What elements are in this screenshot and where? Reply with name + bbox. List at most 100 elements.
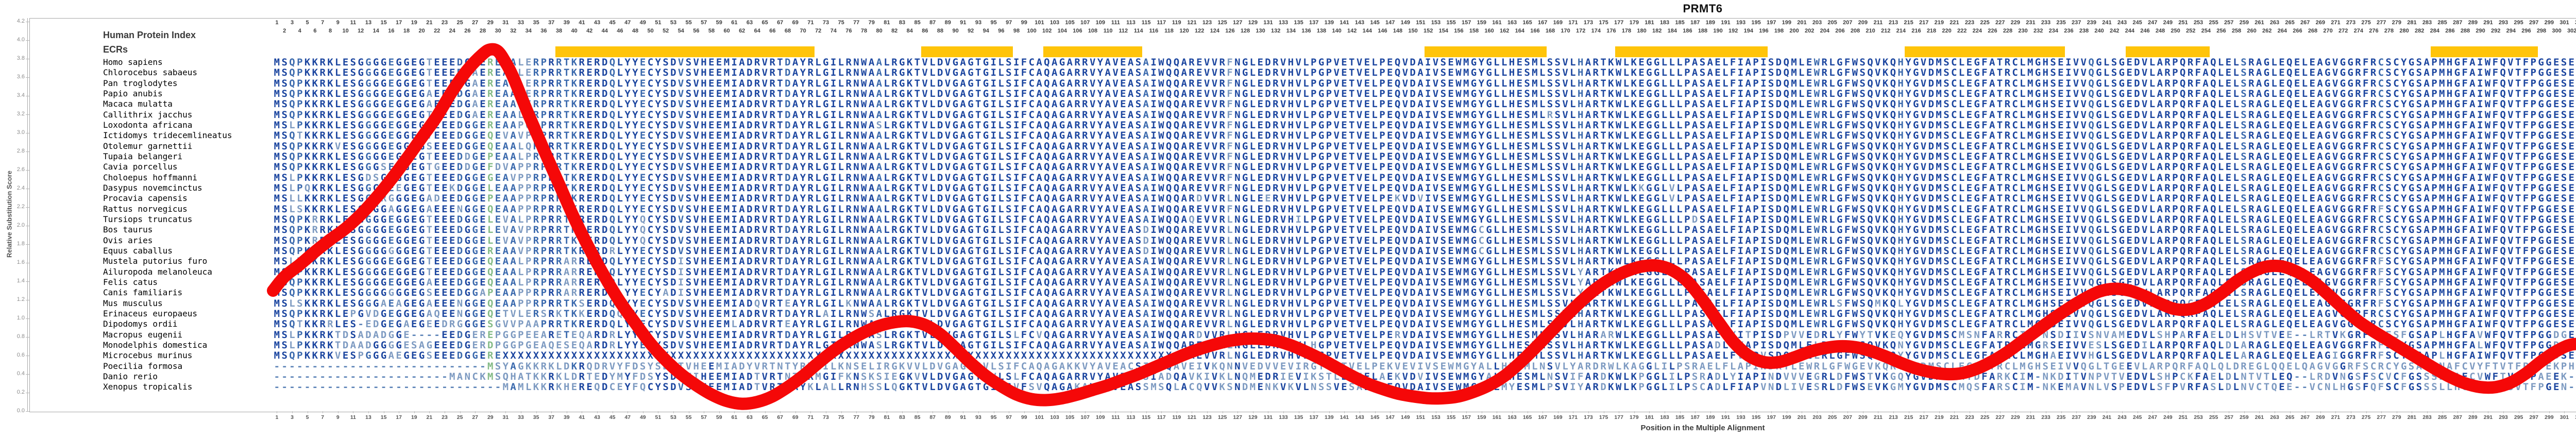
top-tick-label: 104 bbox=[1057, 28, 1067, 34]
top-tick-label: 257 bbox=[2224, 20, 2234, 26]
top-tick-label: 268 bbox=[2308, 28, 2318, 34]
bottom-tick-label: 99 bbox=[1021, 414, 1027, 420]
top-tick-label: 238 bbox=[2079, 28, 2089, 34]
bottom-tick-mark bbox=[2305, 411, 2306, 413]
top-tick-label: 43 bbox=[594, 20, 601, 26]
bottom-tick-mark bbox=[2564, 411, 2565, 413]
top-tick-label: 77 bbox=[853, 20, 860, 26]
bottom-tick-mark bbox=[2381, 411, 2382, 413]
top-tick-label: 203 bbox=[1812, 20, 1822, 26]
top-tick-label: 204 bbox=[1820, 28, 1829, 34]
top-tick-label: 48 bbox=[632, 28, 639, 34]
bottom-tick-label: 303 bbox=[2572, 414, 2576, 420]
species-name: Macropus eugenii bbox=[103, 329, 183, 340]
species-name: Otolemur garnettii bbox=[103, 141, 193, 151]
top-tick-label: 144 bbox=[1362, 28, 1372, 34]
top-tick-label: 198 bbox=[1774, 28, 1784, 34]
top-tick-label: 45 bbox=[609, 20, 616, 26]
y-tick-label: 4.0 bbox=[16, 37, 25, 43]
bottom-tick-label: 175 bbox=[1599, 414, 1608, 420]
top-tick-label: 41 bbox=[579, 20, 585, 26]
bottom-tick-label: 89 bbox=[944, 414, 951, 420]
top-tick-label: 298 bbox=[2536, 28, 2547, 34]
top-tick-label: 133 bbox=[1278, 20, 1289, 26]
y-tick-label: 2.8 bbox=[16, 148, 25, 154]
species-name: Pan troglodytes bbox=[103, 78, 178, 88]
bottom-tick-label: 97 bbox=[1006, 414, 1012, 420]
top-tick-label: 70 bbox=[800, 28, 806, 34]
top-tick-label: 139 bbox=[1324, 20, 1334, 26]
top-tick-label: 69 bbox=[792, 20, 799, 26]
bottom-tick-label: 169 bbox=[1553, 414, 1563, 420]
bottom-tick-label: 75 bbox=[838, 414, 844, 420]
top-tick-label: 88 bbox=[937, 28, 944, 34]
bottom-tick-label: 245 bbox=[2132, 414, 2142, 420]
top-tick-label: 92 bbox=[968, 28, 974, 34]
species-name: Mus musculus bbox=[103, 298, 163, 308]
top-tick-label: 269 bbox=[2315, 20, 2325, 26]
top-tick-label: 280 bbox=[2399, 28, 2409, 34]
top-tick-label: 294 bbox=[2506, 28, 2516, 34]
bottom-tick-label: 193 bbox=[1736, 414, 1745, 420]
top-tick-label: 245 bbox=[2132, 20, 2142, 26]
top-tick-label: 300 bbox=[2552, 28, 2562, 34]
y-tick-mark bbox=[26, 244, 29, 245]
top-tick-label: 276 bbox=[2369, 28, 2379, 34]
top-tick-label: 154 bbox=[1438, 28, 1448, 34]
y-tick-label: 0.8 bbox=[16, 333, 25, 340]
bottom-tick-label: 171 bbox=[1568, 414, 1578, 420]
bottom-tick-mark bbox=[2076, 411, 2077, 413]
bottom-tick-label: 1 bbox=[275, 414, 279, 420]
top-tick-label: 124 bbox=[1210, 28, 1219, 34]
bottom-tick-mark bbox=[2335, 411, 2336, 413]
top-tick-label: 40 bbox=[571, 28, 578, 34]
top-tick-label: 130 bbox=[1256, 28, 1265, 34]
top-tick-label: 28 bbox=[479, 28, 486, 34]
species-name: Dipodomys ordii bbox=[103, 319, 178, 329]
ecrs-label: ECRs bbox=[103, 44, 128, 55]
bottom-tick-label: 155 bbox=[1446, 414, 1456, 420]
top-tick-label: 50 bbox=[647, 28, 654, 34]
y-tick-mark bbox=[26, 411, 29, 412]
species-name: Cavia porcellus bbox=[103, 162, 178, 172]
bottom-tick-mark bbox=[2061, 411, 2062, 413]
top-tick-label: 252 bbox=[2186, 28, 2196, 34]
top-tick-label: 235 bbox=[2056, 20, 2066, 26]
species-name: Bos taurus bbox=[103, 225, 153, 235]
bottom-tick-label: 17 bbox=[396, 414, 402, 420]
top-tick-label: 103 bbox=[1049, 20, 1060, 26]
top-tick-label: 23 bbox=[441, 20, 448, 26]
top-tick-label: 97 bbox=[1006, 20, 1012, 26]
bottom-tick-label: 3 bbox=[291, 414, 294, 420]
bottom-tick-mark bbox=[2244, 411, 2245, 413]
bottom-tick-mark bbox=[1710, 411, 1711, 413]
bottom-tick-label: 179 bbox=[1630, 414, 1639, 420]
top-tick-label: 90 bbox=[952, 28, 959, 34]
bottom-tick-label: 221 bbox=[1950, 414, 1959, 420]
top-tick-label: 53 bbox=[670, 20, 677, 26]
top-tick-label: 80 bbox=[876, 28, 883, 34]
top-tick-label: 243 bbox=[2117, 20, 2127, 26]
top-tick-label: 4 bbox=[298, 28, 301, 34]
top-tick-label: 265 bbox=[2285, 20, 2295, 26]
top-tick-label: 166 bbox=[1530, 28, 1540, 34]
top-tick-label: 58 bbox=[708, 28, 715, 34]
bottom-tick-label: 81 bbox=[884, 414, 890, 420]
bottom-tick-label: 269 bbox=[2316, 414, 2325, 420]
y-tick-mark bbox=[26, 281, 29, 282]
top-tick-label: 87 bbox=[929, 20, 936, 26]
bottom-tick-label: 251 bbox=[2178, 414, 2188, 420]
top-tick-label: 27 bbox=[472, 20, 479, 26]
top-tick-label: 98 bbox=[1013, 28, 1020, 34]
top-tick-label: 63 bbox=[746, 20, 753, 26]
top-tick-label: 224 bbox=[1972, 28, 1982, 34]
y-tick-label: 2.6 bbox=[16, 166, 25, 173]
species-name: Papio anubis bbox=[103, 88, 163, 98]
top-tick-label: 278 bbox=[2384, 28, 2394, 34]
top-tick-label: 260 bbox=[2247, 28, 2257, 34]
top-tick-label: 244 bbox=[2125, 28, 2134, 34]
